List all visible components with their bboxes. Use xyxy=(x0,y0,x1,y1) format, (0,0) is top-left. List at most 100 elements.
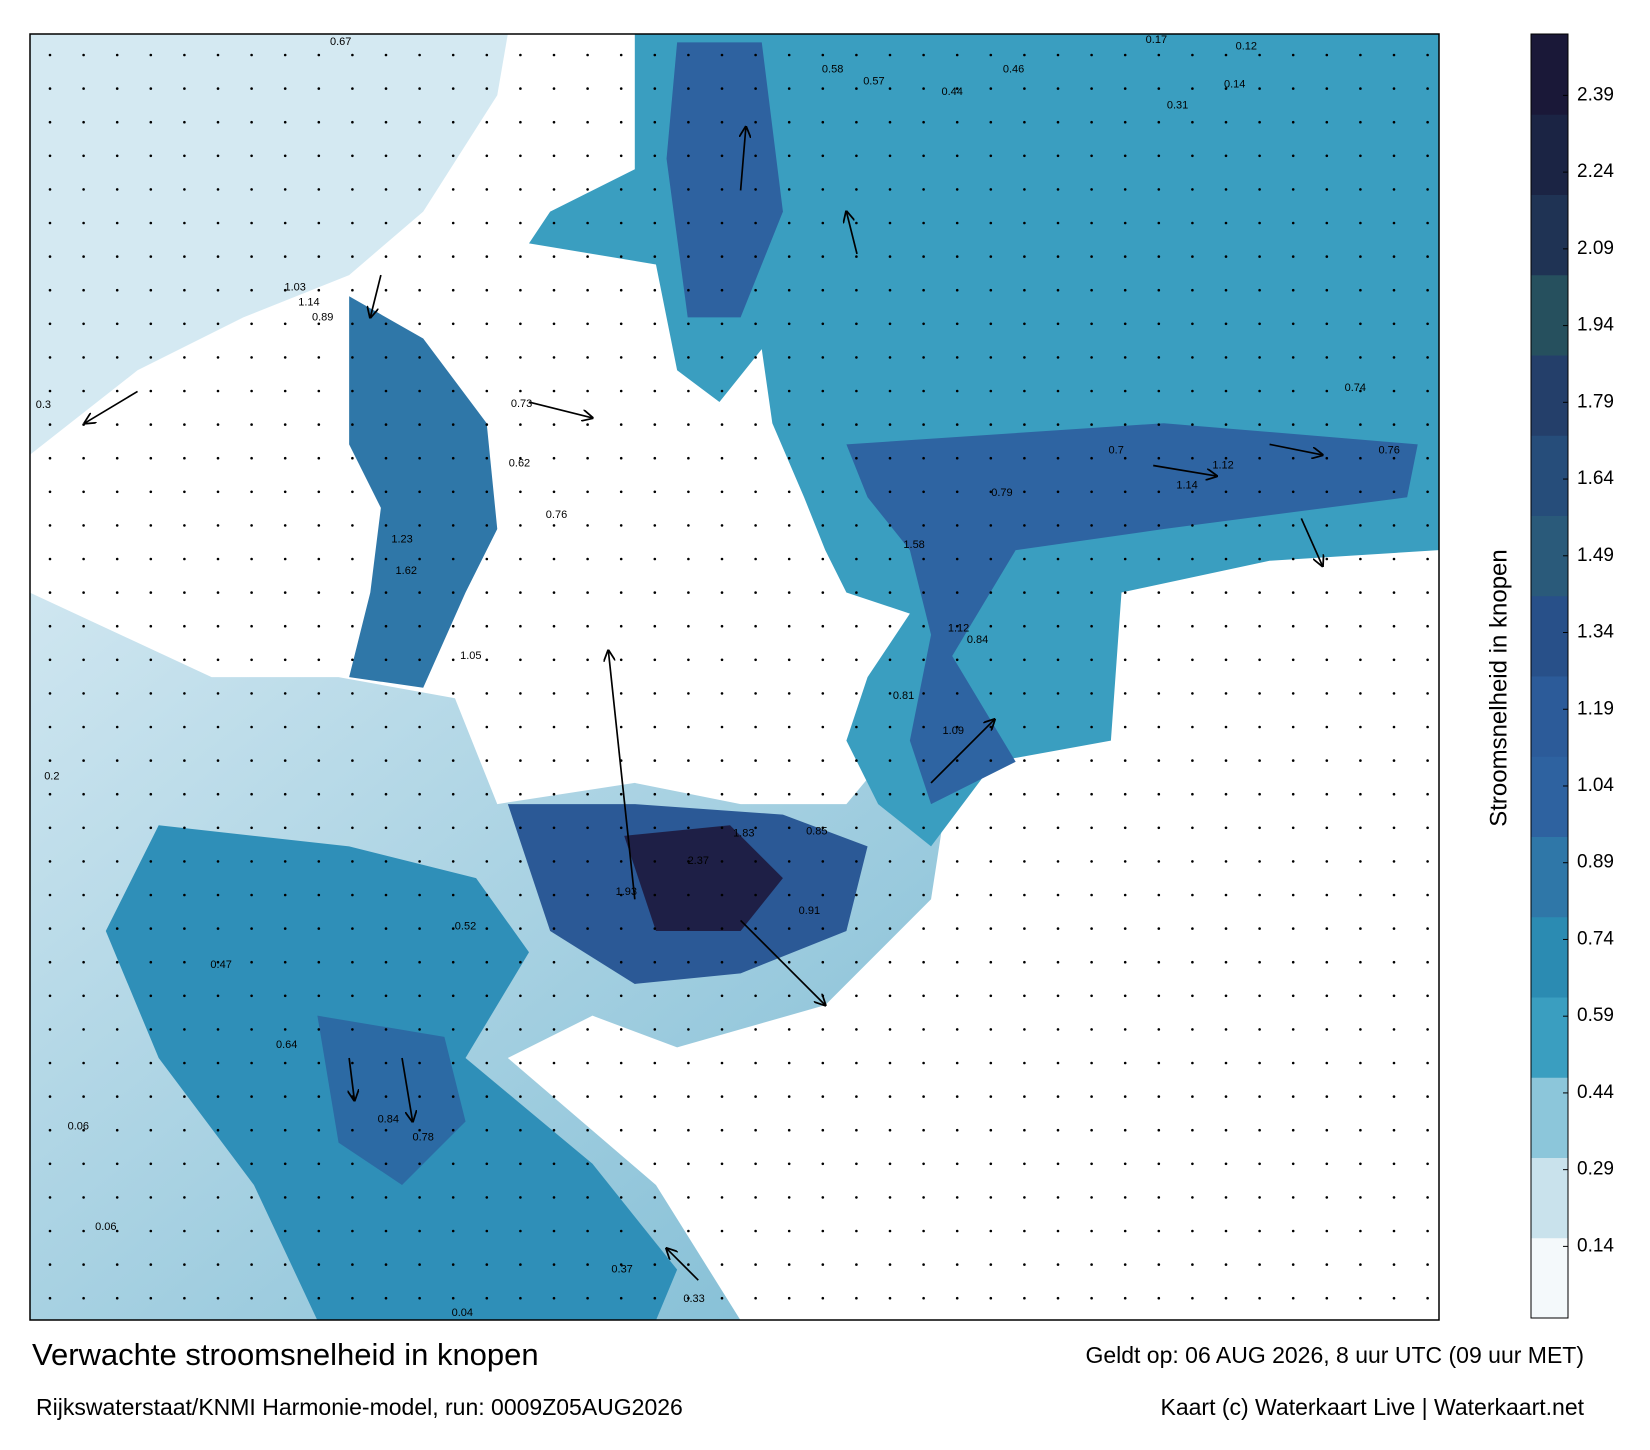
grid-dot xyxy=(1056,154,1060,158)
grid-dot xyxy=(149,524,153,527)
grid-dot xyxy=(1359,490,1362,494)
grid-dot xyxy=(1157,1229,1161,1233)
colorbar-band xyxy=(1531,34,1568,115)
grid-dot xyxy=(821,524,825,527)
grid-dot xyxy=(855,927,858,930)
grid-dot xyxy=(149,490,153,494)
grid-dot xyxy=(855,356,858,359)
grid-dot xyxy=(754,1095,757,1098)
grid-dot xyxy=(451,1162,455,1166)
grid-dot xyxy=(351,154,354,158)
grid-dot xyxy=(216,1028,220,1031)
grid-dot xyxy=(653,490,657,494)
grid-dot xyxy=(149,120,153,124)
grid-dot xyxy=(821,87,825,90)
grid-dot xyxy=(183,591,186,594)
grid-dot xyxy=(955,490,959,494)
grid-dot xyxy=(1224,692,1228,695)
grid-dot xyxy=(183,759,186,762)
grid-dot xyxy=(1157,792,1161,796)
arrow xyxy=(667,1248,699,1281)
grid-dot xyxy=(720,624,724,628)
grid-dot xyxy=(1426,591,1429,594)
grid-dot xyxy=(1258,188,1261,191)
grid-dot xyxy=(519,1229,522,1233)
grid-dot xyxy=(384,456,388,460)
grid-dot xyxy=(1090,490,1093,494)
grid-dot xyxy=(451,1128,455,1132)
grid-dot xyxy=(1056,1095,1060,1098)
grid-dot xyxy=(115,759,119,762)
grid-dot xyxy=(888,120,892,124)
grid-dot xyxy=(888,490,892,494)
grid-dot xyxy=(552,759,556,762)
grid-dot xyxy=(283,255,287,258)
grid-dot xyxy=(250,389,253,393)
grid-dot xyxy=(250,288,253,292)
grid-dot xyxy=(955,188,959,191)
grid-dot xyxy=(1258,994,1261,998)
grid-dot xyxy=(317,53,321,57)
grid-dot xyxy=(418,893,421,897)
grid-dot xyxy=(1392,1296,1396,1300)
grid-dot xyxy=(1191,893,1194,897)
grid-dot xyxy=(317,255,321,258)
grid-dot xyxy=(1291,389,1295,393)
grid-dot xyxy=(250,524,253,527)
grid-dot xyxy=(1123,658,1127,662)
grid-dot xyxy=(1291,456,1295,460)
grid-dot xyxy=(1426,692,1429,695)
grid-dot xyxy=(384,759,388,762)
grid-dot xyxy=(48,759,52,762)
arrow xyxy=(741,127,746,191)
grid-dot xyxy=(351,356,354,359)
grid-dot xyxy=(1359,994,1362,998)
grid-dot xyxy=(922,792,925,796)
grid-dot xyxy=(485,624,489,628)
grid-dot xyxy=(653,423,657,426)
grid-dot xyxy=(250,1028,253,1031)
grid-dot xyxy=(283,1162,287,1166)
grid-dot xyxy=(1325,423,1329,426)
grid-dot xyxy=(1359,1263,1362,1266)
grid-dot xyxy=(955,624,959,628)
grid-dot xyxy=(1426,255,1429,258)
grid-dot xyxy=(720,53,724,57)
grid-dot xyxy=(787,826,791,830)
grid-dot xyxy=(149,288,153,292)
grid-dot xyxy=(283,1196,287,1199)
grid-dot xyxy=(1258,1028,1261,1031)
grid-dot xyxy=(250,322,253,326)
grid-dot xyxy=(687,188,690,191)
grid-dot xyxy=(1258,524,1261,527)
grid-dot xyxy=(418,1128,421,1132)
grid-dot xyxy=(855,725,858,729)
grid-dot xyxy=(149,994,153,998)
grid-dot xyxy=(48,53,52,57)
grid-dot xyxy=(1056,288,1060,292)
grid-dot xyxy=(48,725,52,729)
grid-dot xyxy=(1392,1028,1396,1031)
grid-dot xyxy=(283,658,287,662)
grid-dot xyxy=(485,322,489,326)
grid-dot xyxy=(82,692,85,695)
value-label: 1.14 xyxy=(1176,480,1197,492)
grid-dot xyxy=(720,658,724,662)
grid-dot xyxy=(1191,423,1194,426)
grid-dot xyxy=(653,624,657,628)
grid-dot xyxy=(1258,624,1261,628)
grid-dot xyxy=(989,1162,993,1166)
grid-dot xyxy=(485,456,489,460)
grid-dot xyxy=(351,557,354,561)
grid-dot xyxy=(250,557,253,561)
grid-dot xyxy=(1258,423,1261,426)
grid-dot xyxy=(787,994,791,998)
grid-dot xyxy=(115,490,119,494)
grid-dot xyxy=(821,624,825,628)
grid-dot xyxy=(1191,927,1194,930)
grid-dot xyxy=(1023,322,1026,326)
grid-dot xyxy=(1325,860,1329,863)
grid-dot xyxy=(1359,725,1362,729)
grid-dot xyxy=(1191,322,1194,326)
grid-dot xyxy=(1291,322,1295,326)
